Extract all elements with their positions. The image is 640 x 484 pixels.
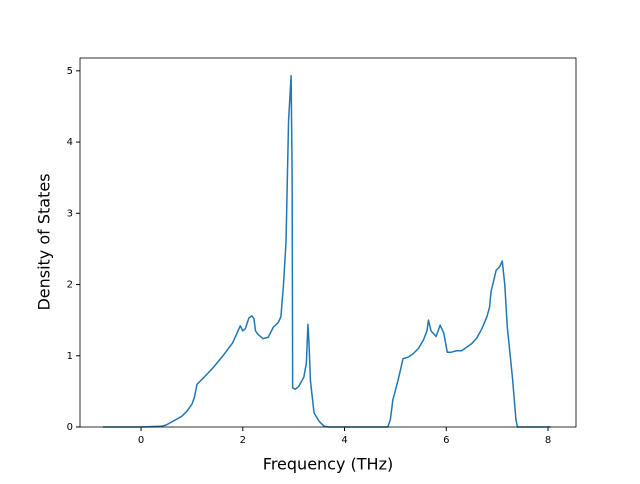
y-tick-label: 4 <box>67 137 73 148</box>
y-tick-label: 0 <box>67 422 73 433</box>
x-tick-label: 0 <box>138 435 144 446</box>
y-tick-label: 5 <box>67 66 73 77</box>
x-axis-label: Frequency (THz) <box>263 455 393 474</box>
x-tick-label: 2 <box>240 435 246 446</box>
x-tick-label: 8 <box>545 435 551 446</box>
line <box>102 75 551 428</box>
y-tick-label: 1 <box>67 351 73 362</box>
y-tick-label: 2 <box>67 280 73 291</box>
y-axis-label: Density of States <box>35 173 54 310</box>
plot-frame <box>79 57 577 428</box>
x-tick-label: 6 <box>443 435 449 446</box>
y-tick-label: 3 <box>67 208 73 219</box>
x-tick-label: 4 <box>341 435 347 446</box>
